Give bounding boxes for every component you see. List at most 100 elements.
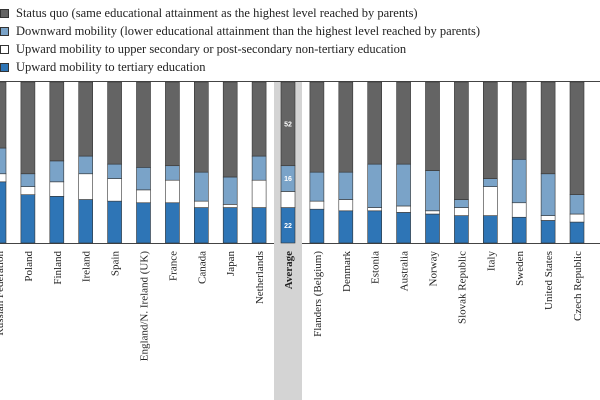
bar-poland-upward_tertiary <box>20 194 36 244</box>
legend-swatch-upward-upper-secondary <box>0 44 9 54</box>
tick-label-average: Average <box>283 251 295 289</box>
bar-russian-federation-status_quo <box>0 81 7 149</box>
bar-canada-downward <box>194 171 209 202</box>
bar-poland-downward <box>20 173 36 187</box>
average-label-upward_upper_sec: 10 <box>284 197 292 204</box>
bar-canada-upward_tertiary <box>194 207 209 244</box>
bar-czech-republic-downward <box>569 194 585 215</box>
bar-japan-status_quo <box>222 81 238 178</box>
bar-sweden-status_quo <box>511 81 527 160</box>
bar-flanders-belgium-downward <box>309 171 325 202</box>
bar-france-status_quo <box>165 81 180 167</box>
bar-slovak-republic-status_quo <box>454 81 469 200</box>
bar-denmark-status_quo <box>338 81 354 173</box>
bar-denmark-downward <box>338 171 354 200</box>
tick-label-flanders-belgium: Flanders (Belgium) <box>312 251 324 337</box>
legend-swatch-upward-tertiary <box>0 62 9 72</box>
bar-sweden-upward_tertiary <box>511 216 527 244</box>
bar-poland-status_quo <box>20 81 36 175</box>
bar-finland-status_quo <box>49 81 65 162</box>
bar-japan-upward_tertiary <box>222 207 238 244</box>
bar-denmark-upward_tertiary <box>338 210 354 244</box>
bar-estonia-upward_upper_sec <box>367 207 383 212</box>
tick-label-united-states: United States <box>543 251 555 310</box>
bar-ireland-status_quo <box>78 81 93 157</box>
bar-estonia-downward <box>367 163 383 208</box>
bar-spain-downward <box>107 163 122 179</box>
bar-slovak-republic-upward_tertiary <box>454 215 469 244</box>
bar-england-n-ireland-uk-upward_upper_sec <box>136 189 151 204</box>
tick-label-estonia: Estonia <box>370 251 382 284</box>
legend-item-upward-tertiary: Upward mobility to tertiary education <box>0 59 206 75</box>
bar-france-upward_tertiary <box>165 202 180 244</box>
tick-label-denmark: Denmark <box>341 251 353 292</box>
bar-flanders-belgium-upward_upper_sec <box>309 200 325 210</box>
legend-label-status-quo: Status quo (same educational attainment … <box>16 5 418 20</box>
tick-label-ireland: Ireland <box>81 251 93 283</box>
bar-slovak-republic-downward <box>454 199 469 208</box>
tick-label-sweden: Sweden <box>514 251 526 286</box>
tick-label-russian-federation: Russian Federation <box>0 251 6 336</box>
bar-australia-downward <box>396 163 411 207</box>
bar-estonia-status_quo <box>367 81 383 165</box>
bar-norway-upward_tertiary <box>425 213 440 244</box>
bar-norway-downward <box>425 170 440 212</box>
tick-label-france: France <box>167 251 179 281</box>
legend-label-upward-tertiary: Upward mobility to tertiary education <box>16 59 206 74</box>
bar-sweden-downward <box>511 158 527 204</box>
bar-united-states-upward_upper_sec <box>540 215 556 221</box>
bar-norway-status_quo <box>425 81 440 171</box>
bar-ireland-upward_upper_sec <box>78 173 93 200</box>
bar-czech-republic-upward_upper_sec <box>569 213 585 223</box>
bar-spain-status_quo <box>107 81 122 165</box>
bar-australia-upward_upper_sec <box>396 205 411 213</box>
bar-flanders-belgium-status_quo <box>309 81 325 173</box>
bar-netherlands-upward_upper_sec <box>251 179 267 208</box>
legend: Status quo (same educational attainment … <box>0 0 600 80</box>
bar-finland-upward_upper_sec <box>49 181 65 197</box>
tick-label-canada: Canada <box>196 251 208 284</box>
bar-ireland-upward_tertiary <box>78 199 93 244</box>
bar-spain-upward_upper_sec <box>107 178 122 202</box>
bar-japan-downward <box>222 176 238 205</box>
legend-item-status-quo: Status quo (same educational attainment … <box>0 5 418 21</box>
bar-finland-upward_tertiary <box>49 196 65 244</box>
bar-ireland-downward <box>78 155 93 175</box>
tick-label-finland: Finland <box>52 251 64 285</box>
bar-czech-republic-upward_tertiary <box>569 221 585 244</box>
bar-netherlands-status_quo <box>251 81 267 157</box>
tick-label-japan: Japan <box>225 251 237 277</box>
tick-label-italy: Italy <box>485 251 497 272</box>
legend-item-downward: Downward mobility (lower educational att… <box>0 23 480 39</box>
bar-canada-status_quo <box>194 81 209 173</box>
tick-label-spain: Spain <box>110 251 122 277</box>
bar-italy-upward_upper_sec <box>482 186 498 216</box>
bar-united-states-downward <box>540 173 556 216</box>
bar-czech-republic-status_quo <box>569 81 585 195</box>
bar-italy-downward <box>482 178 498 187</box>
bar-france-upward_upper_sec <box>165 179 180 204</box>
bar-finland-downward <box>49 160 65 183</box>
bar-england-n-ireland-uk-status_quo <box>136 81 151 168</box>
bar-russian-federation-upward_upper_sec <box>0 173 7 183</box>
average-label-status_quo: 52 <box>284 121 292 128</box>
legend-swatch-status-quo <box>0 8 9 18</box>
bar-italy-upward_tertiary <box>482 215 498 244</box>
bar-italy-status_quo <box>482 81 498 179</box>
bar-average-status_quo <box>280 81 296 167</box>
tick-label-czech-republic: Czech Republic <box>572 251 584 321</box>
tick-label-australia: Australia <box>399 251 411 291</box>
legend-item-upward-upper-secondary: Upward mobility to upper secondary or po… <box>0 41 406 57</box>
bar-russian-federation-downward <box>0 147 7 175</box>
bar-france-downward <box>165 165 180 181</box>
bar-flanders-belgium-upward_tertiary <box>309 208 325 244</box>
bar-sweden-upward_upper_sec <box>511 202 527 218</box>
tick-label-netherlands: Netherlands <box>254 251 266 304</box>
bar-slovak-republic-upward_upper_sec <box>454 207 469 216</box>
legend-label-upward-upper-secondary: Upward mobility to upper secondary or po… <box>16 41 407 56</box>
bar-netherlands-upward_tertiary <box>251 207 267 244</box>
bar-estonia-upward_tertiary <box>367 210 383 244</box>
bar-england-n-ireland-uk-downward <box>136 167 151 191</box>
bar-russian-federation-upward_tertiary <box>0 181 7 244</box>
